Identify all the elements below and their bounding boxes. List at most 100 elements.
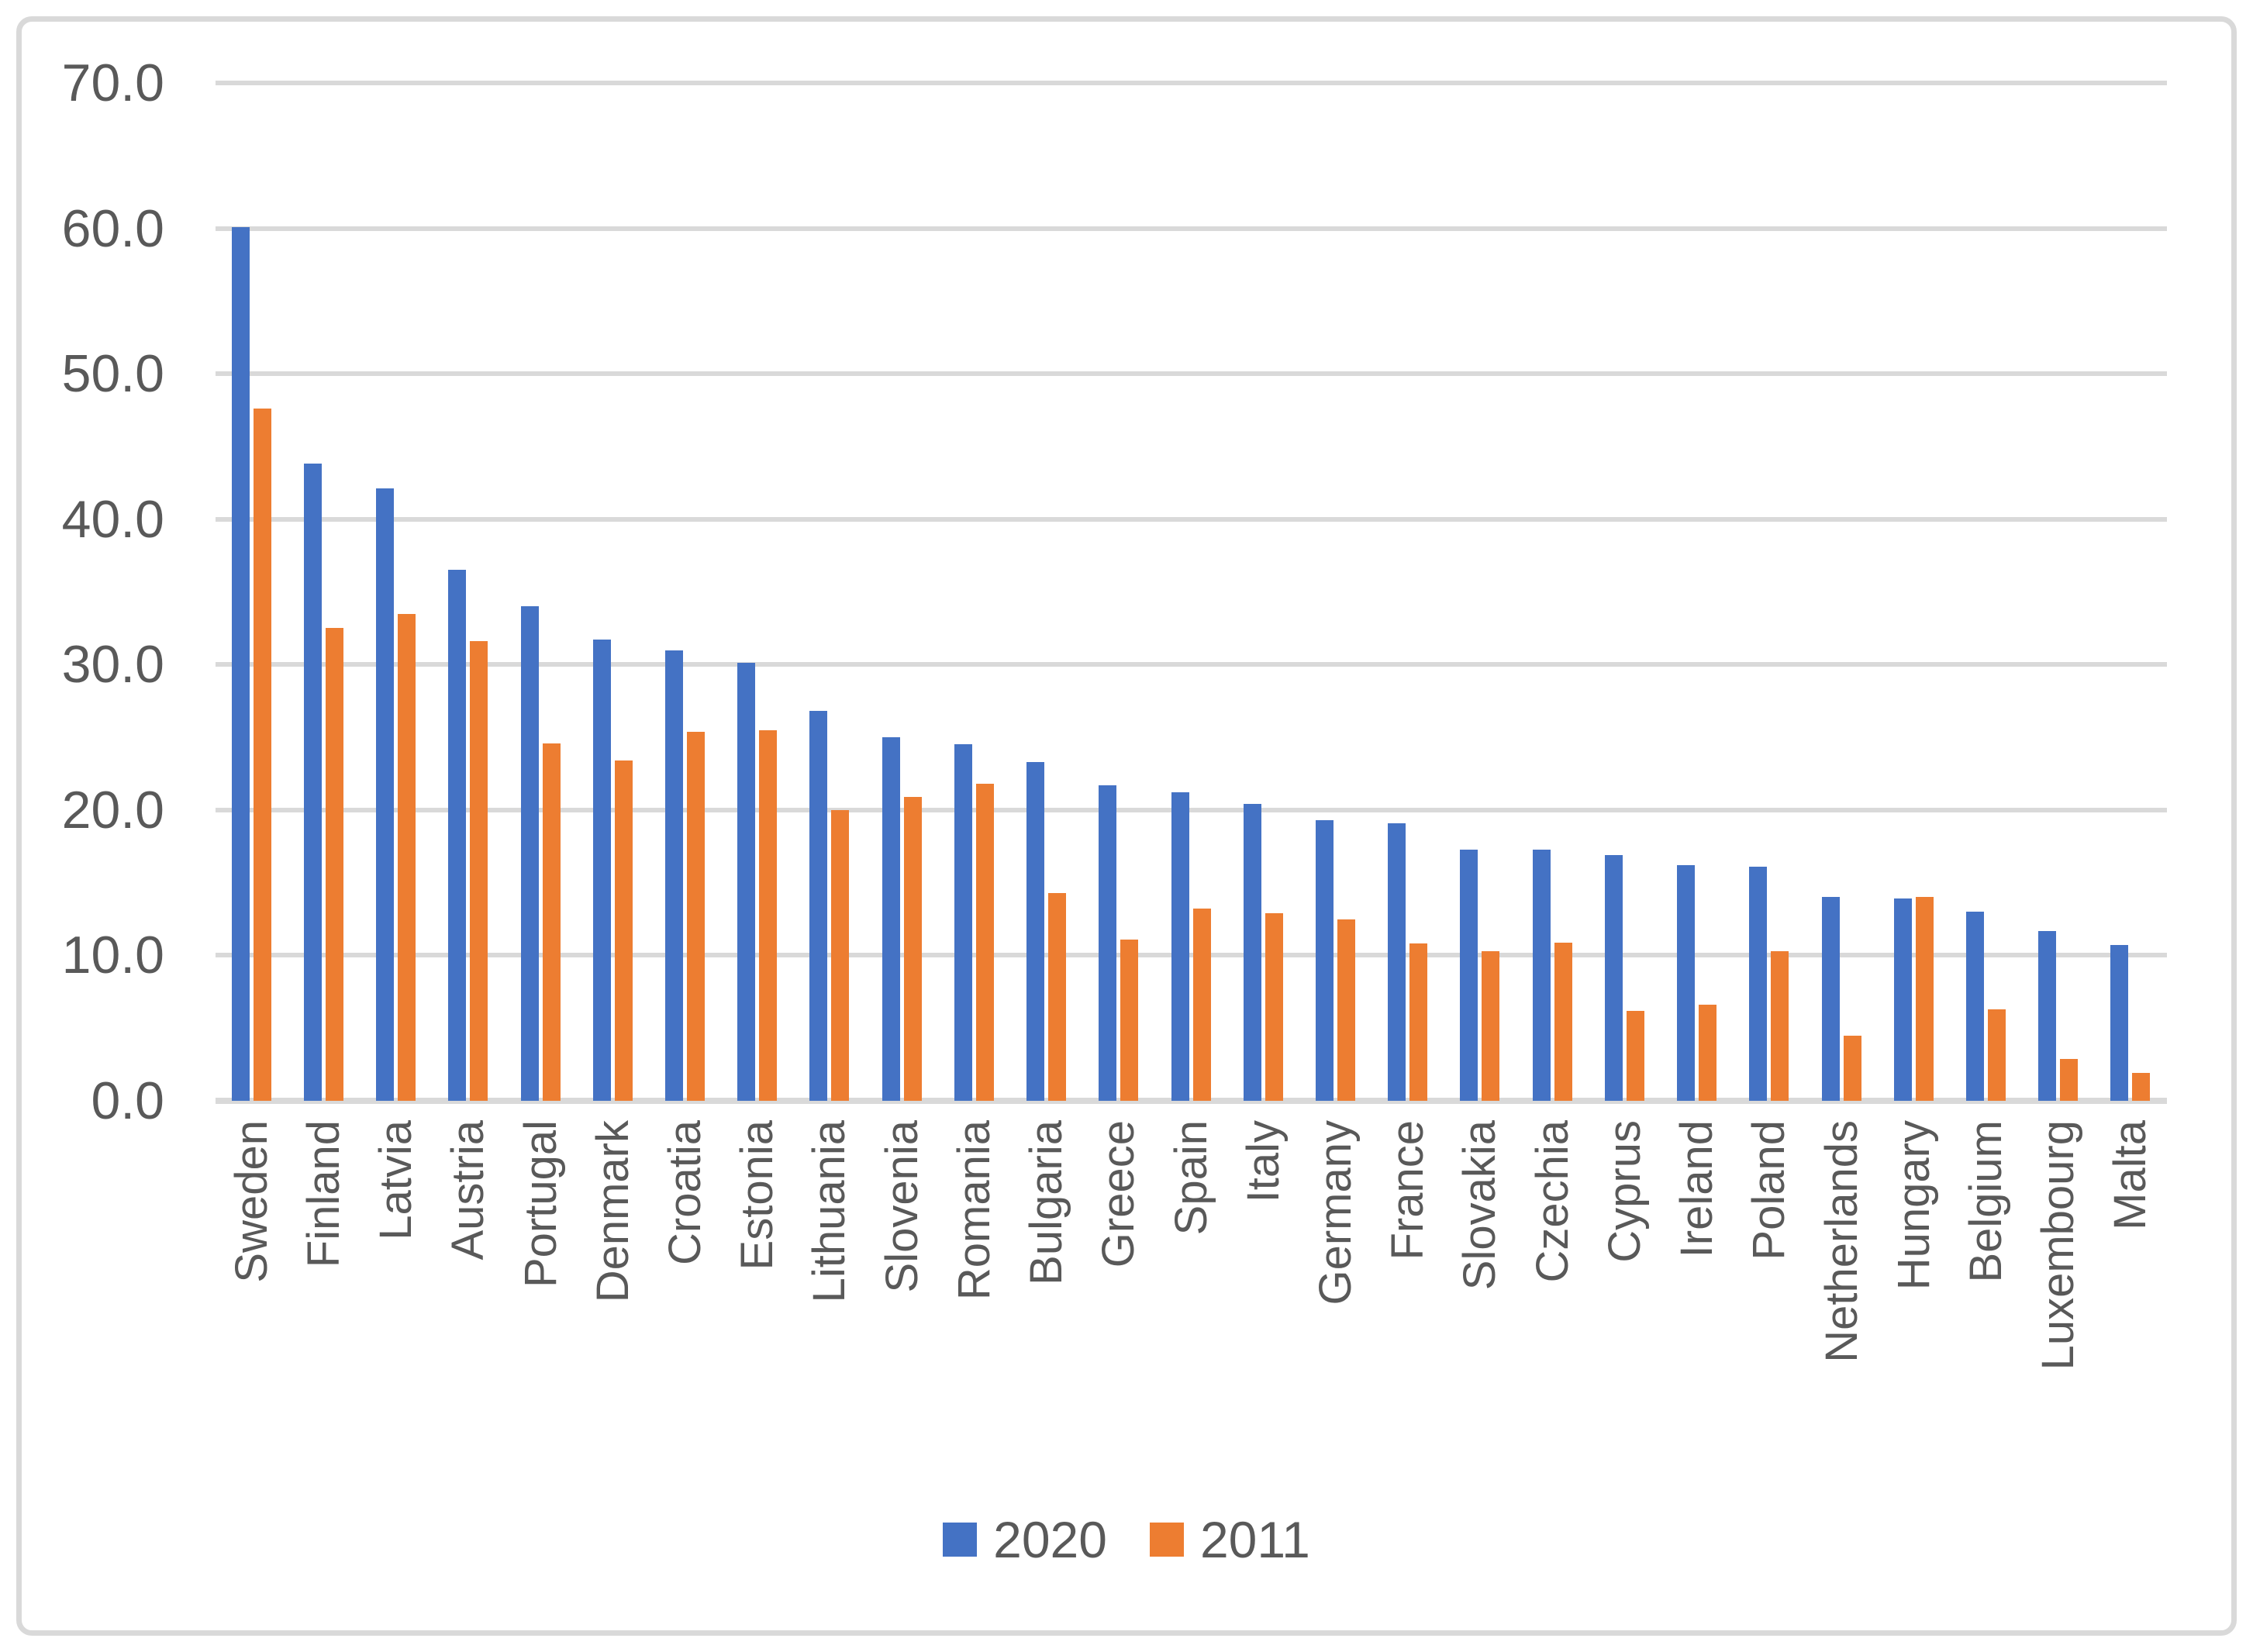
bar-2020-poland [1749,867,1767,1101]
y-tick-label-60.0: 60.0 [61,198,164,258]
bar-2011-latvia [398,613,416,1101]
legend-item-2011: 2011 [1149,1510,1310,1569]
gridline-60 [216,226,2167,231]
x-label-slovenia: Slovenia [877,1120,927,1293]
bar-2020-latvia [376,488,394,1101]
bar-2011-portugal [543,743,561,1101]
bar-2011-italy [1265,913,1283,1101]
bar-2011-czechia [1554,942,1572,1101]
bar-2011-finland [326,628,343,1101]
x-label-finland: Finland [298,1120,349,1268]
bar-2020-germany [1316,819,1334,1101]
y-tick-label-30.0: 30.0 [61,635,164,695]
bar-2011-bulgaria [1048,892,1066,1101]
bar-2011-belgium [1988,1009,2006,1101]
bar-2011-estonia [759,729,777,1101]
bar-2011-lithuania [831,809,849,1101]
gridline-20 [216,807,2167,812]
x-label-czechia: Czechia [1527,1120,1578,1283]
bar-2020-romania [954,744,972,1101]
bar-2020-bulgaria [1026,761,1044,1101]
bar-2020-ireland [1677,865,1695,1101]
x-label-romania: Romania [949,1120,999,1301]
x-label-lithuania: Lithuania [804,1120,854,1303]
x-label-malta: Malta [2105,1120,2155,1230]
bar-2011-germany [1337,919,1355,1101]
bar-2011-slovakia [1482,950,1499,1101]
legend-item-2020: 2020 [943,1510,1107,1569]
legend-swatch-2011 [1149,1523,1184,1557]
bar-2020-greece [1099,785,1116,1101]
bar-2020-malta [2110,945,2128,1101]
bar-2020-lithuania [809,711,827,1101]
bar-2020-france [1388,823,1406,1101]
x-label-slovakia: Slovakia [1454,1120,1505,1291]
bar-2011-france [1409,943,1427,1101]
legend-label-2020: 2020 [993,1511,1107,1568]
bar-2011-romania [976,784,994,1101]
bar-2011-spain [1193,909,1211,1101]
legend: 2020 2011 [0,1510,2253,1569]
bar-2020-cyprus [1605,855,1623,1101]
bar-2011-ireland [1699,1005,1716,1101]
x-label-belgium: Belgium [1961,1120,2011,1283]
bar-2020-denmark [593,640,611,1101]
bar-2011-hungary [1916,897,1934,1101]
bar-2020-belgium [1966,912,1984,1101]
y-tick-label-70.0: 70.0 [61,53,164,112]
y-tick-label-0.0: 0.0 [91,1071,164,1130]
bar-2020-croatia [665,650,683,1101]
x-label-hungary: Hungary [1889,1120,1939,1291]
bar-2020-sweden [232,226,250,1101]
bar-2020-portugal [521,606,539,1101]
bar-2011-croatia [687,731,705,1101]
x-label-cyprus: Cyprus [1599,1120,1650,1263]
gridline-10 [216,953,2167,958]
y-tick-label-20.0: 20.0 [61,780,164,840]
bar-2011-poland [1771,950,1789,1101]
bar-2020-austria [448,570,466,1101]
x-label-poland: Poland [1744,1120,1794,1261]
bar-2011-greece [1120,939,1138,1101]
x-label-austria: Austria [443,1120,493,1261]
bar-2011-sweden [254,409,271,1101]
bar-2020-luxembourg [2038,930,2056,1101]
x-label-netherlands: Netherlands [1817,1120,1867,1363]
x-label-spain: Spain [1166,1120,1216,1236]
x-label-denmark: Denmark [588,1120,638,1303]
y-tick-label-50.0: 50.0 [61,344,164,404]
x-label-luxembourg: Luxembourg [2033,1120,2083,1371]
gridline-70 [216,81,2167,85]
x-label-latvia: Latvia [371,1120,421,1240]
x-label-italy: Italy [1238,1120,1289,1203]
x-label-estonia: Estonia [732,1120,782,1271]
x-label-bulgaria: Bulgaria [1021,1120,1071,1285]
bar-2011-luxembourg [2060,1058,2078,1101]
bar-2020-estonia [737,663,755,1101]
gridline-50 [216,371,2167,377]
bar-2020-slovakia [1460,849,1478,1101]
bar-2011-slovenia [904,796,922,1101]
bar-2020-slovenia [882,737,900,1101]
x-label-sweden: Sweden [226,1120,277,1283]
legend-swatch-2020 [943,1523,978,1557]
y-tick-label-40.0: 40.0 [61,489,164,549]
y-tick-label-10.0: 10.0 [61,926,164,985]
bar-2020-italy [1244,804,1261,1101]
gridline-40 [216,516,2167,522]
bar-2020-hungary [1894,898,1912,1101]
bar-2020-netherlands [1822,897,1840,1101]
bar-2011-netherlands [1844,1035,1861,1101]
bar-2020-czechia [1533,849,1551,1101]
x-label-portugal: Portugal [516,1120,566,1288]
bar-2011-austria [470,641,488,1101]
x-label-greece: Greece [1093,1120,1144,1268]
bar-2011-malta [2132,1073,2150,1101]
x-label-germany: Germany [1310,1120,1361,1305]
gridline-30 [216,662,2167,667]
legend-label-2011: 2011 [1199,1511,1310,1568]
bar-2020-finland [304,464,322,1101]
x-label-france: France [1382,1120,1433,1261]
bar-2011-cyprus [1627,1010,1644,1101]
x-label-ireland: Ireland [1672,1120,1722,1258]
